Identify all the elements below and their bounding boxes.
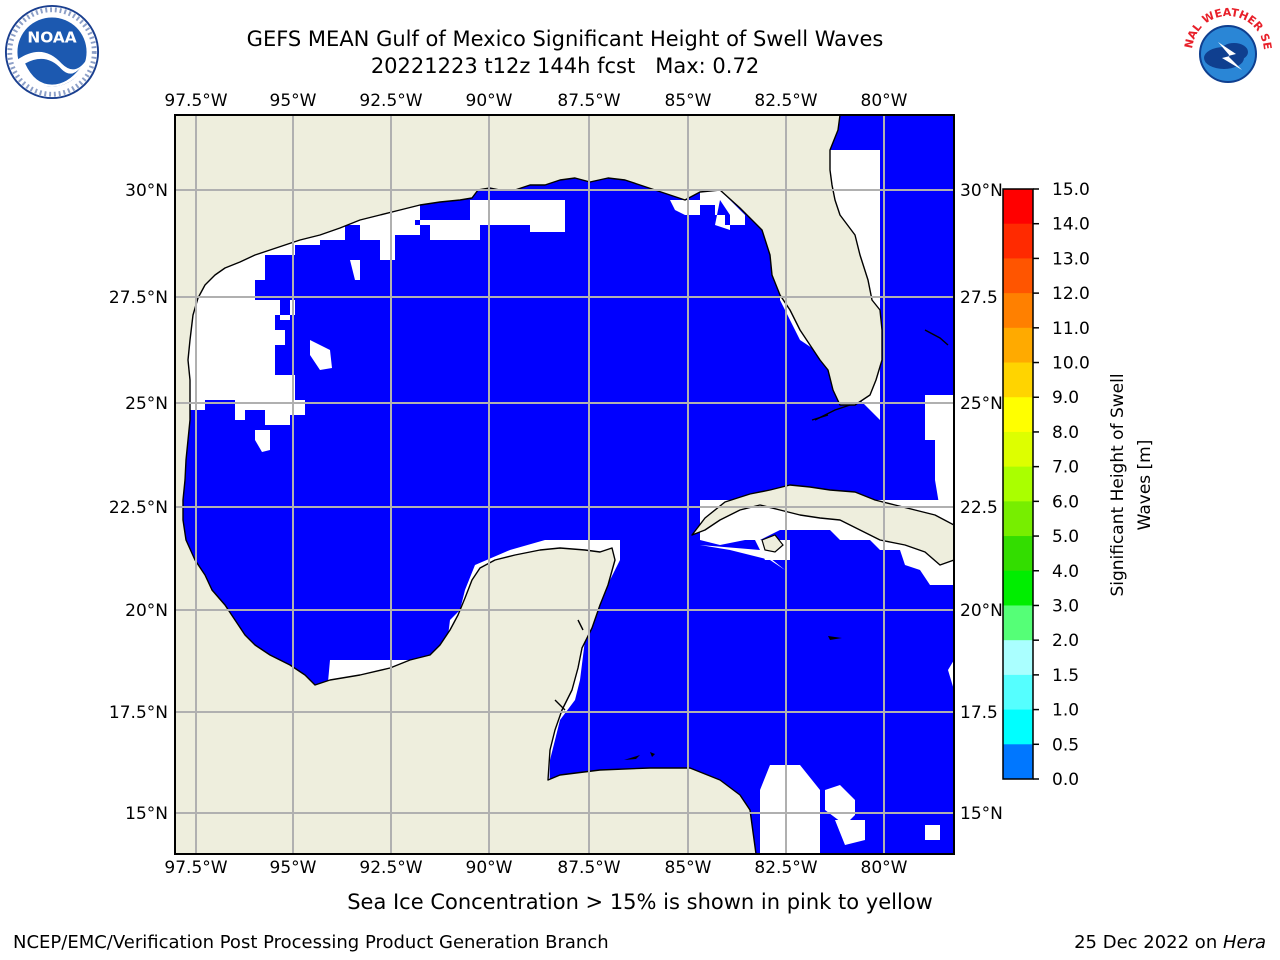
colorbar-tick-label: 7.0 — [1052, 458, 1079, 478]
lon-label-top: 82.5°W — [754, 91, 817, 111]
colorbar-segment — [1003, 431, 1033, 468]
colorbar-segment — [1003, 501, 1033, 537]
colorbar-tick-label: 5.0 — [1052, 527, 1079, 547]
lat-labels-left: 30°N 27.5°N 25°N 22.5°N 20°N 17.5°N 15°N — [109, 181, 168, 824]
colorbar-tick-label: 13.0 — [1052, 249, 1090, 269]
noaa-logo-icon: NOAA — [4, 4, 100, 100]
colorbar-segment — [1003, 362, 1033, 398]
lon-labels-bottom: 97.5°W 95°W 92.5°W 90°W 87.5°W 85°W 82.5°W 80°W — [164, 858, 907, 878]
colorbar-tick-label: 12.0 — [1052, 284, 1090, 304]
lat-label-right: 22.5 — [960, 498, 998, 518]
lon-label-top: 80°W — [861, 91, 908, 111]
lon-label-top: 87.5°W — [557, 91, 620, 111]
lon-labels-top: 97.5°W 95°W 92.5°W 90°W 87.5°W 85°W 82.5°W 80°W — [164, 91, 907, 111]
lat-label-left: 15°N — [125, 804, 168, 824]
colorbar-tick-label: 8.0 — [1052, 423, 1079, 443]
colorbar-tick-label: 14.0 — [1052, 215, 1090, 235]
chart-subtitle: 20221223 t12z 144h fcst Max: 0.72 — [371, 54, 759, 78]
colorbar-segment — [1003, 327, 1033, 364]
colorbar-segment — [1003, 397, 1033, 433]
lon-label-bottom: 97.5°W — [164, 858, 227, 878]
lat-label-right: 30°N — [960, 181, 1003, 201]
map-frame — [174, 114, 955, 855]
lon-label-top: 85°W — [665, 91, 712, 111]
colorbar-label-line2: Waves [m] — [1135, 440, 1155, 531]
colorbar-tick-label: 15.0 — [1052, 180, 1090, 200]
lon-label-top: 90°W — [466, 91, 513, 111]
lat-labels-right: 30°N 27.5 25°N 22.5 20°N 17.5 15°N — [960, 181, 1003, 824]
colorbar-segment — [1003, 605, 1033, 641]
colorbar-segment — [1003, 258, 1033, 294]
lat-label-left: 27.5°N — [109, 288, 168, 308]
lat-label-left: 30°N — [125, 181, 168, 201]
colorbar-segment — [1003, 709, 1033, 745]
lon-label-bottom: 85°W — [665, 858, 712, 878]
lat-label-left: 22.5°N — [109, 498, 168, 518]
lon-label-bottom: 92.5°W — [359, 858, 422, 878]
lat-label-left: 17.5°N — [109, 703, 168, 723]
colorbar-tick-label: 2.0 — [1052, 631, 1079, 651]
colorbar-tick-label: 4.0 — [1052, 562, 1079, 582]
footer-date-text: 25 Dec 2022 on — [1074, 932, 1223, 953]
footer-date: 25 Dec 2022 on Hera — [1074, 932, 1266, 953]
colorbar-segment — [1003, 466, 1033, 502]
colorbar-tick-label: 0.5 — [1052, 735, 1079, 755]
colorbar-tick-label: 3.0 — [1052, 596, 1079, 616]
run-info: 20221223 t12z 144h fcst — [370, 54, 636, 78]
colorbar-tick-label: 11.0 — [1052, 319, 1090, 339]
lat-label-right: 20°N — [960, 601, 1003, 621]
noaa-logo-text: NOAA — [27, 28, 76, 46]
colorbar-label-line1: Significant Height of Swell — [1108, 373, 1128, 596]
footer-host: Hera — [1222, 932, 1266, 953]
colorbar-segment — [1003, 674, 1033, 711]
lon-label-bottom: 82.5°W — [754, 858, 817, 878]
colorbar-tick-label: 1.0 — [1052, 701, 1079, 721]
graticule — [175, 115, 954, 854]
sea-ice-note: Sea Ice Concentration > 15% is shown in … — [347, 890, 933, 914]
land-isla-juventud — [761, 534, 784, 553]
lat-label-left: 20°N — [125, 601, 168, 621]
lon-label-bottom: 87.5°W — [557, 858, 620, 878]
footer-credit: NCEP/EMC/Verification Post Processing Pr… — [13, 932, 609, 953]
lon-label-bottom: 90°W — [466, 858, 513, 878]
lon-label-bottom: 95°W — [270, 858, 317, 878]
lon-label-top: 95°W — [270, 91, 317, 111]
lat-label-right: 15°N — [960, 804, 1003, 824]
lon-label-bottom: 80°W — [861, 858, 908, 878]
lat-label-left: 25°N — [125, 394, 168, 414]
lat-label-right: 27.5 — [960, 288, 998, 308]
colorbar-segment — [1003, 293, 1033, 329]
land-north-america — [175, 115, 883, 854]
colorbar-segment — [1003, 189, 1033, 225]
lon-label-top: 92.5°W — [359, 91, 422, 111]
colorbar-tick-label: 10.0 — [1052, 354, 1090, 374]
colorbar-segment — [1003, 744, 1033, 780]
lat-label-right: 17.5 — [960, 703, 998, 723]
colorbar-tick-label: 9.0 — [1052, 388, 1079, 408]
colorbar: 15.0 14.0 13.0 12.0 11.0 10.0 9.0 8.0 7.0 6.0 5.0 4… — [1002, 180, 1090, 790]
colorbar-segment — [1003, 536, 1033, 572]
colorbar-segment — [1003, 223, 1033, 259]
colorbar-tick-label: 6.0 — [1052, 492, 1079, 512]
chart-title: GEFS MEAN Gulf of Mexico Significant Hei… — [246, 27, 884, 51]
colorbar-segment — [1003, 570, 1033, 606]
colorbar-tick-label: 0.0 — [1052, 770, 1079, 790]
max-value: Max: 0.72 — [655, 54, 760, 78]
colorbar-tick-label: 1.5 — [1052, 666, 1079, 686]
land-florida-keys — [814, 404, 851, 421]
nws-logo-icon: NATIONAL WEATHER SERVICE — [1178, 2, 1275, 99]
lat-label-right: 25°N — [960, 394, 1003, 414]
colorbar-frame — [1002, 188, 1034, 780]
land-cuba — [691, 484, 954, 566]
colorbar-segment — [1003, 640, 1033, 676]
lon-label-top: 97.5°W — [164, 91, 227, 111]
